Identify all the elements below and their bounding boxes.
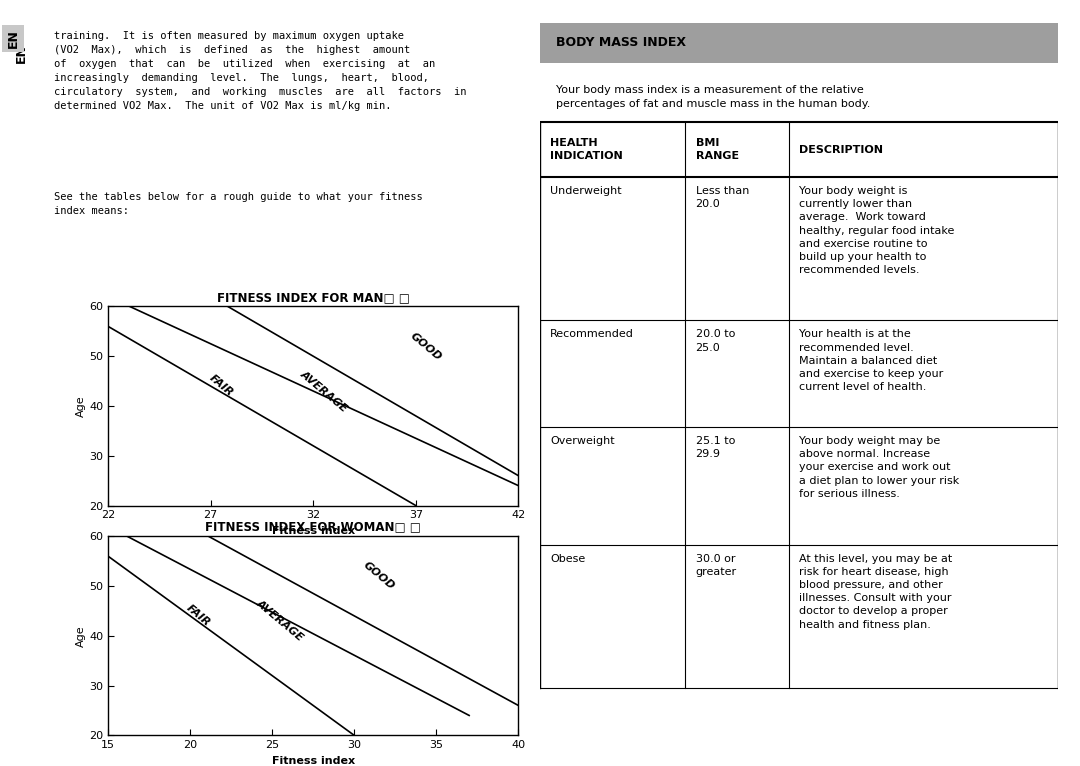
Title: FITNESS INDEX FOR WOMAN□ □: FITNESS INDEX FOR WOMAN□ □ xyxy=(205,521,421,534)
Y-axis label: Age: Age xyxy=(77,395,86,417)
Text: Overweight: Overweight xyxy=(551,436,615,446)
Text: At this level, you may be at
risk for heart disease, high
blood pressure, and ot: At this level, you may be at risk for he… xyxy=(799,554,953,630)
Text: Your body weight may be
above normal. Increase
your exercise and work out
a diet: Your body weight may be above normal. In… xyxy=(799,436,959,499)
Text: GOOD: GOOD xyxy=(408,330,444,362)
Text: BODY MASS INDEX: BODY MASS INDEX xyxy=(555,36,686,49)
Text: EN: EN xyxy=(15,44,28,63)
Text: Recommended: Recommended xyxy=(551,329,634,339)
Text: 30.0 or
greater: 30.0 or greater xyxy=(696,554,737,577)
Text: 20.0 to
25.0: 20.0 to 25.0 xyxy=(696,329,734,352)
Text: Obese: Obese xyxy=(551,554,585,564)
Text: FAIR: FAIR xyxy=(185,603,212,629)
Text: Less than
20.0: Less than 20.0 xyxy=(696,186,748,209)
Text: training.  It is often measured by maximum oxygen uptake
(VO2  Max),  which  is : training. It is often measured by maximu… xyxy=(54,31,467,110)
Text: Your health is at the
recommended level.
Maintain a balanced diet
and exercise t: Your health is at the recommended level.… xyxy=(799,329,944,392)
Text: AVERAGE: AVERAGE xyxy=(298,368,349,414)
FancyBboxPatch shape xyxy=(540,23,1058,63)
Text: See the tables below for a rough guide to what your fitness
index means:: See the tables below for a rough guide t… xyxy=(54,192,422,216)
Text: Underweight: Underweight xyxy=(551,186,622,196)
Text: HEALTH
INDICATION: HEALTH INDICATION xyxy=(551,139,623,161)
Text: GOOD: GOOD xyxy=(362,560,396,592)
Text: Your body mass index is a measurement of the relative
percentages of fat and mus: Your body mass index is a measurement of… xyxy=(555,85,869,110)
Text: FAIR: FAIR xyxy=(207,373,234,399)
Y-axis label: Age: Age xyxy=(77,625,86,647)
X-axis label: Fitness index: Fitness index xyxy=(272,526,354,536)
Text: AVERAGE: AVERAGE xyxy=(255,598,306,643)
Text: EN: EN xyxy=(6,29,19,47)
Text: BMI
RANGE: BMI RANGE xyxy=(696,139,739,161)
Text: 25.1 to
29.9: 25.1 to 29.9 xyxy=(696,436,734,459)
Text: DESCRIPTION: DESCRIPTION xyxy=(799,145,883,155)
Title: FITNESS INDEX FOR MAN□ □: FITNESS INDEX FOR MAN□ □ xyxy=(217,291,409,304)
X-axis label: Fitness index: Fitness index xyxy=(272,756,354,766)
Text: Your body weight is
currently lower than
average.  Work toward
healthy, regular : Your body weight is currently lower than… xyxy=(799,186,955,275)
